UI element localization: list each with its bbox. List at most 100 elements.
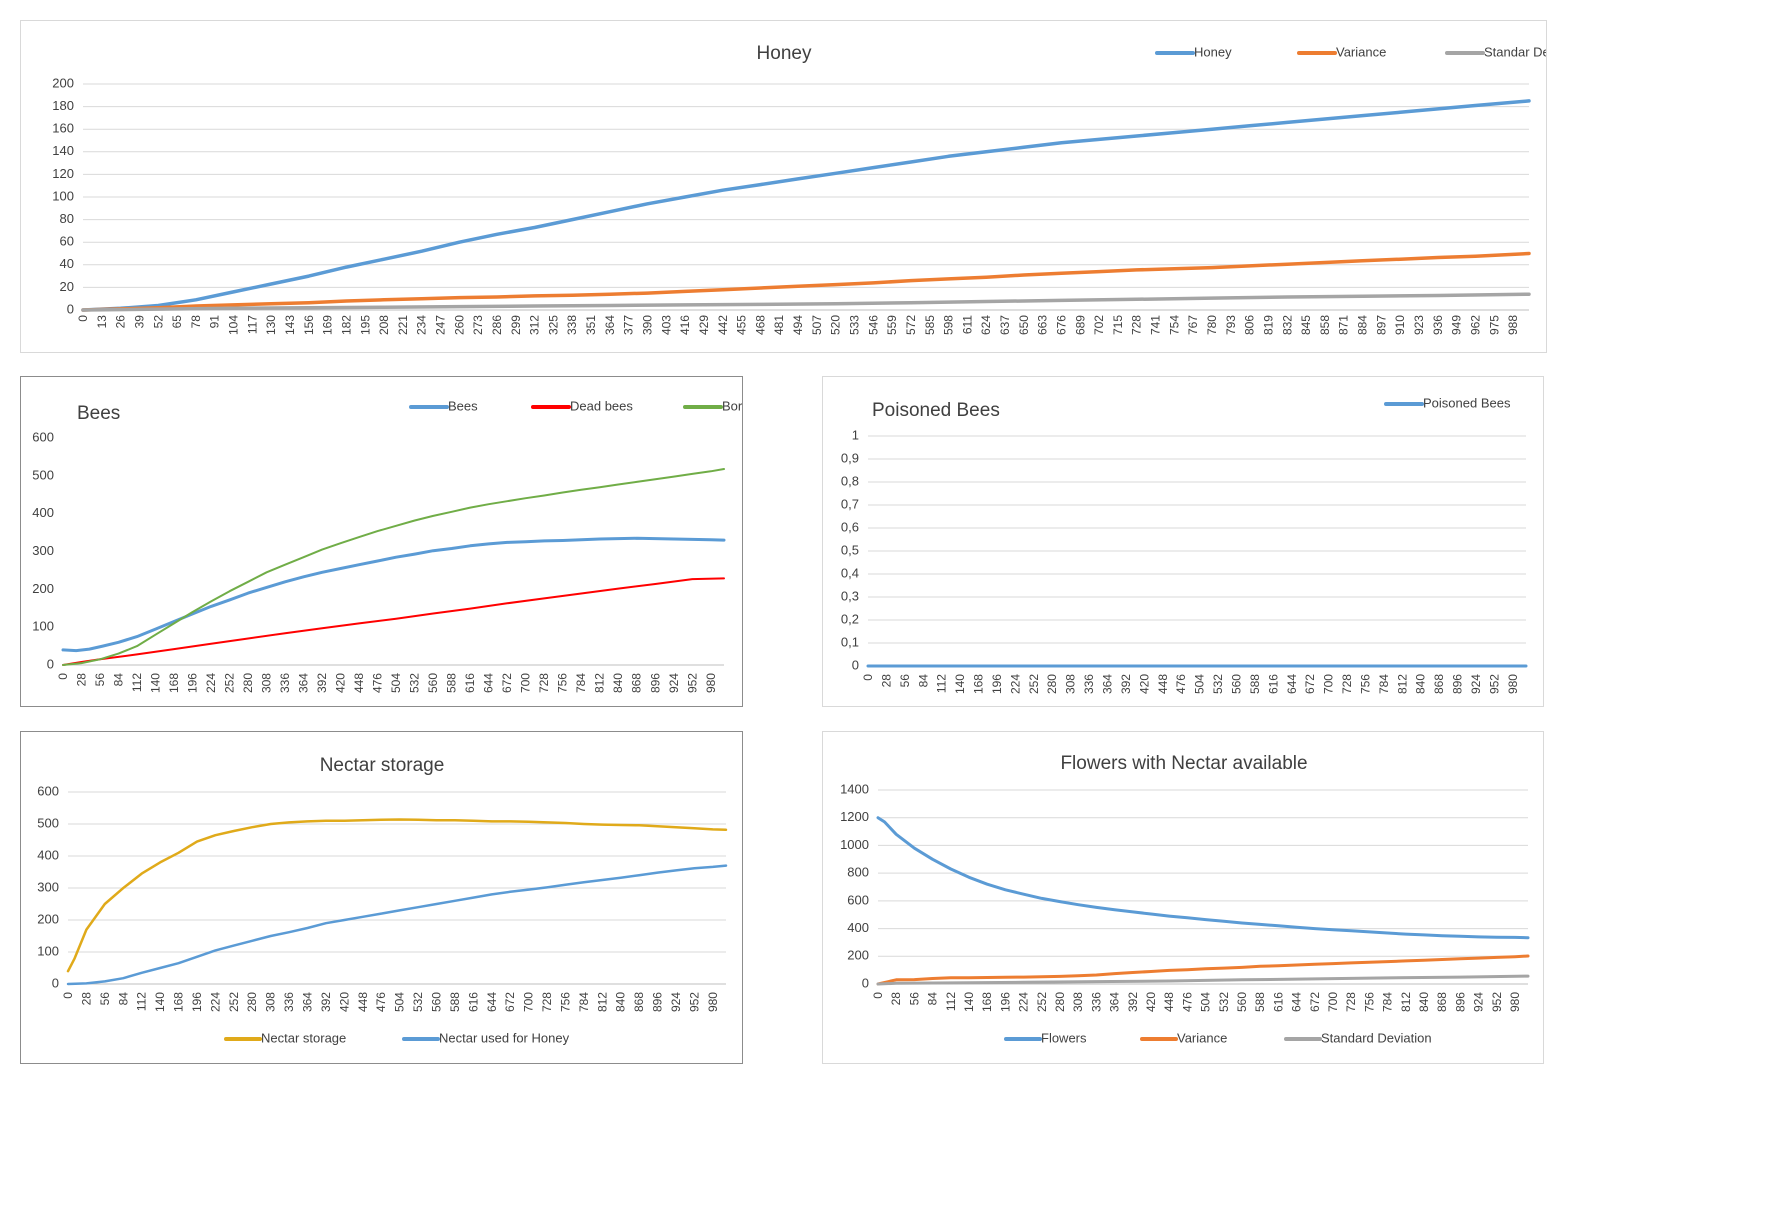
x-tick-label: 325 — [546, 315, 560, 335]
x-tick-label: 351 — [584, 315, 598, 335]
y-tick-label: 1400 — [840, 781, 869, 796]
y-tick-label: 0,3 — [841, 588, 859, 603]
x-tick-label: 702 — [1092, 315, 1106, 335]
x-tick-label: 308 — [264, 992, 278, 1012]
x-tick-label: 56 — [98, 992, 112, 1006]
x-tick-label: 0 — [76, 315, 90, 322]
x-tick-label: 644 — [482, 673, 496, 693]
x-tick-label: 280 — [241, 673, 255, 693]
chart-title: Nectar storage — [320, 755, 445, 776]
x-tick-label: 812 — [595, 992, 609, 1012]
x-tick-label: 224 — [208, 992, 222, 1012]
legend-label: Flowers — [1041, 1030, 1087, 1045]
legend-label: Dead bees — [570, 398, 633, 413]
x-tick-label: 65 — [170, 315, 184, 329]
x-tick-label: 84 — [916, 674, 930, 688]
x-tick-label: 336 — [282, 992, 296, 1012]
x-tick-label: 868 — [1432, 674, 1446, 694]
x-tick-label: 754 — [1167, 315, 1181, 335]
x-tick-label: 728 — [537, 673, 551, 693]
x-tick-label: 672 — [503, 992, 517, 1012]
x-tick-label: 793 — [1224, 315, 1238, 335]
x-tick-label: 143 — [283, 315, 297, 335]
x-tick-label: 923 — [1412, 315, 1426, 335]
y-tick-label: 1200 — [840, 809, 869, 824]
x-tick-label: 0 — [61, 992, 75, 999]
y-tick-label: 400 — [32, 505, 54, 520]
x-tick-label: 252 — [1035, 992, 1049, 1012]
x-tick-label: 784 — [577, 992, 591, 1012]
x-tick-label: 728 — [1344, 992, 1358, 1012]
x-tick-label: 130 — [264, 315, 278, 335]
x-tick-label: 196 — [190, 992, 204, 1012]
x-tick-label: 560 — [1235, 992, 1249, 1012]
y-tick-label: 0,9 — [841, 450, 859, 465]
x-tick-label: 650 — [1017, 315, 1031, 335]
y-tick-label: 600 — [847, 892, 869, 907]
x-tick-label: 588 — [448, 992, 462, 1012]
x-tick-label: 299 — [509, 315, 523, 335]
y-tick-label: 0,4 — [841, 565, 859, 580]
x-tick-label: 26 — [114, 315, 128, 329]
y-tick-label: 20 — [60, 279, 74, 294]
x-tick-label: 169 — [321, 315, 335, 335]
x-tick-label: 416 — [678, 315, 692, 335]
y-tick-label: 0 — [47, 656, 54, 671]
x-tick-label: 364 — [297, 673, 311, 693]
legend-label: Nectar used for Honey — [439, 1030, 570, 1045]
x-tick-label: 476 — [374, 992, 388, 1012]
x-tick-label: 896 — [651, 992, 665, 1012]
y-tick-label: 180 — [52, 98, 74, 113]
x-tick-label: 840 — [611, 673, 625, 693]
y-tick-label: 600 — [32, 429, 54, 444]
legend-label: Variance — [1336, 44, 1386, 59]
y-tick-label: 0 — [862, 975, 869, 990]
x-tick-label: 448 — [356, 992, 370, 1012]
x-tick-label: 806 — [1243, 315, 1257, 335]
y-tick-label: 500 — [37, 815, 59, 830]
x-tick-label: 112 — [130, 673, 144, 692]
x-tick-label: 280 — [1053, 992, 1067, 1012]
x-tick-label: 572 — [904, 315, 918, 335]
x-tick-label: 700 — [519, 673, 533, 693]
x-tick-label: 476 — [371, 673, 385, 693]
x-tick-label: 840 — [1414, 674, 1428, 694]
x-tick-label: 741 — [1149, 315, 1163, 335]
honey-chart-panel: Honey 0 20 40 60 80 100 120 140 160 180 200 0 13 26 39 5… — [20, 20, 1547, 353]
series-line-flowers — [876, 816, 1530, 940]
x-tick-label: 442 — [716, 315, 730, 335]
x-tick-label: 117 — [245, 315, 259, 334]
x-tick-label: 448 — [1156, 674, 1170, 694]
x-tick-label: 819 — [1261, 315, 1275, 335]
series-line-standar-deviation — [81, 292, 1531, 312]
x-tick-label: 588 — [445, 673, 459, 693]
x-tick-label: 196 — [186, 673, 200, 693]
x-tick-label: 312 — [528, 315, 542, 335]
x-tick-label: 448 — [1162, 992, 1176, 1012]
x-tick-label: 377 — [622, 315, 636, 335]
x-tick-label: 196 — [990, 674, 1004, 694]
x-tick-label: 13 — [95, 315, 109, 329]
x-tick-label: 195 — [358, 315, 372, 335]
series-line-honey — [81, 99, 1531, 312]
x-tick-label: 532 — [411, 992, 425, 1012]
x-tick-label: 168 — [167, 673, 181, 693]
x-tick-label: 286 — [490, 315, 504, 335]
y-tick-label: 200 — [32, 581, 54, 596]
x-tick-label: 403 — [659, 315, 673, 335]
x-tick-label: 756 — [1358, 674, 1372, 694]
series-line-nectar-used-for-honey — [66, 864, 728, 986]
x-tick-label: 949 — [1450, 315, 1464, 335]
x-tick-label: 112 — [935, 674, 949, 693]
x-tick-label: 0 — [56, 673, 70, 680]
y-tick-label: 1 — [852, 427, 859, 442]
x-tick-label: 910 — [1393, 315, 1407, 335]
y-tick-label: 100 — [37, 943, 59, 958]
series-line-variance — [876, 954, 1530, 986]
y-tick-label: 200 — [52, 75, 74, 90]
x-tick-label: 168 — [172, 992, 186, 1012]
x-tick-label: 504 — [1193, 674, 1207, 694]
x-tick-label: 494 — [791, 315, 805, 335]
flowers-chart: Flowers with Nectar available 0 200 400 600 8… — [840, 753, 1530, 1045]
legend-label: Nectar storage — [261, 1030, 346, 1045]
